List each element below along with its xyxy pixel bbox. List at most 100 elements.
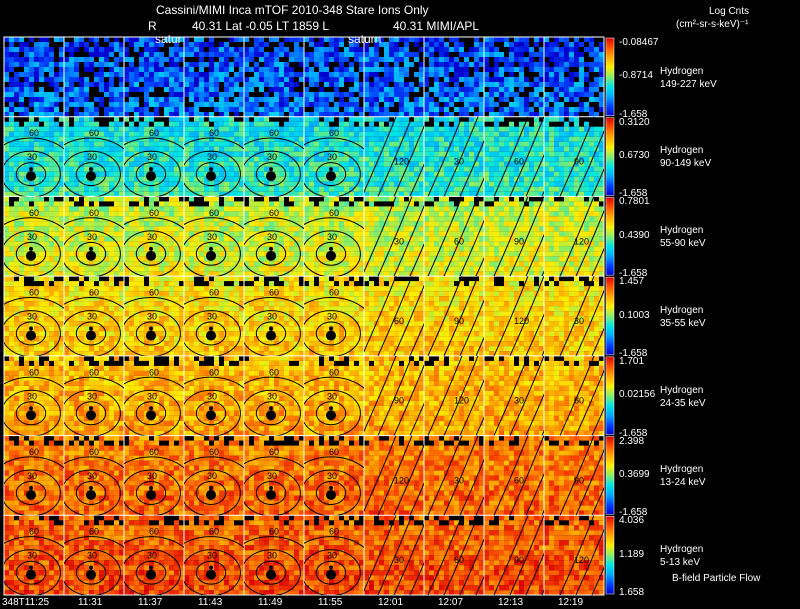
- panel-r4-c0: [4, 355, 64, 436]
- colorbar-mid-label: -0.8714: [619, 70, 653, 82]
- contours-r5-c7: 30: [427, 435, 484, 516]
- saturn-marker: [86, 250, 96, 261]
- panel-r4-c4: [244, 355, 304, 436]
- panel-r3-c1: [64, 276, 124, 357]
- panel-r3-c2: [124, 276, 184, 357]
- contour-label: 30: [87, 312, 97, 322]
- contours-r5-c9: 90: [559, 435, 604, 516]
- panel-r1-c7: [424, 116, 484, 197]
- colorbar-6: [606, 516, 614, 594]
- contour-label: 60: [269, 128, 279, 138]
- contour-label: 30: [147, 391, 157, 401]
- contour-label: 30: [514, 396, 524, 406]
- contour-label: 30: [87, 391, 97, 401]
- time-tick-label: 348T11:25: [2, 597, 50, 608]
- saturn-marker: [26, 250, 36, 261]
- contour-label: 90: [514, 236, 524, 246]
- contour-label: 60: [29, 527, 39, 537]
- contours-r4-c7: 120: [427, 355, 484, 436]
- panel-r6-c6: [364, 515, 424, 596]
- contour-label: 120: [574, 236, 589, 246]
- contours-r4-c6: 90: [364, 355, 424, 436]
- contour-label: 60: [574, 396, 584, 406]
- contours-r5-c3: 30 60: [184, 447, 244, 516]
- colorbar-min-label: -1.658: [619, 427, 648, 439]
- contour-label: 30: [327, 551, 337, 561]
- band-species-label: Hydrogen: [660, 145, 704, 157]
- contour-label: 60: [149, 288, 159, 298]
- contours-r2-c2: 30 60: [124, 208, 184, 277]
- contours-r3-c5: 30 60: [304, 288, 364, 356]
- flow-label: B-field Particle Flow: [672, 573, 761, 584]
- contours-r2-c3: 30 60: [184, 208, 244, 277]
- panel-r5-c8: [484, 435, 544, 516]
- time-tick-label: 11:49: [258, 597, 283, 608]
- contour-label: 60: [209, 288, 219, 298]
- band-energy-label: 90-149 keV: [660, 158, 712, 170]
- plot-frame: [3, 36, 605, 596]
- colorbar-1: [606, 117, 614, 196]
- contour-label: 30: [327, 152, 337, 162]
- contours-r3-c1: 30 60: [64, 288, 124, 356]
- contours-r6-c6: 30: [364, 515, 424, 595]
- contours-r5-c0: 30 60: [4, 447, 64, 516]
- contour-label: 90: [574, 157, 584, 167]
- contour-label: 30: [27, 232, 37, 242]
- contours-r1-c1: 30 60: [64, 128, 124, 197]
- contour-label: 60: [29, 128, 39, 138]
- panel-r1-c0: [4, 116, 64, 197]
- contours-r2-c5: 30 60: [304, 208, 364, 277]
- contour-label: 30: [267, 551, 277, 561]
- saturn-marker: [266, 330, 276, 341]
- contours-r3-c8: 120: [493, 276, 544, 356]
- contours-r1-c8: 60: [493, 116, 544, 197]
- contour-label: 30: [27, 391, 37, 401]
- contours-r6-c4: 30 60: [244, 527, 304, 595]
- contours-r4-c9: 60: [559, 355, 604, 436]
- contours-r2-c0: 30 60: [4, 208, 64, 277]
- contours-r1-c3: 30 60: [184, 128, 244, 197]
- saturn-marker: [146, 569, 156, 580]
- contour-label: 60: [329, 288, 339, 298]
- saturn-marker: [326, 330, 336, 341]
- time-tick-label: 12:19: [558, 597, 584, 608]
- panel-r0-c3: [184, 37, 244, 117]
- contour-label: 30: [327, 471, 337, 481]
- chart-title: Cassini/MIMI Inca mTOF 2010-348 Stare Io…: [156, 3, 429, 17]
- panel-r0-c0: [4, 37, 64, 117]
- panel-r1-c4: [244, 116, 304, 197]
- colorbar-mid-label: 1.189: [619, 548, 645, 560]
- colorbar-layer: [605, 37, 615, 595]
- saturn-label-2: saturn: [348, 32, 382, 46]
- contour-label: 30: [27, 152, 37, 162]
- contours-r3-c2: 30 60: [124, 288, 184, 356]
- panel-r2-c6: [364, 196, 424, 277]
- contour-label: 60: [29, 447, 39, 457]
- colorbar-mid-label: 0.1003: [619, 309, 650, 321]
- colorbar-max-label: -0.08467: [619, 37, 659, 48]
- time-tick-label: 12:07: [438, 597, 464, 608]
- contour-label: 60: [209, 447, 219, 457]
- contour-label: 60: [149, 208, 159, 218]
- contours-r2-c8: 90: [493, 196, 544, 277]
- saturn-marker: [146, 330, 156, 341]
- contour-label: 30: [87, 551, 97, 561]
- colorbar-max-label: 2.398: [619, 435, 645, 447]
- band-energy-label: 149-227 keV: [660, 78, 717, 90]
- contour-label: 60: [454, 555, 464, 565]
- contour-label: 30: [207, 391, 217, 401]
- contour-label: 60: [29, 288, 39, 298]
- panel-r0-c4: [244, 37, 304, 117]
- saturn-marker: [26, 171, 36, 182]
- contour-label: 60: [29, 367, 39, 377]
- colorbar-3: [606, 277, 614, 355]
- panel-r0-c7: [424, 37, 484, 117]
- band-energy-label: 13-24 keV: [660, 477, 706, 489]
- panel-r2-c9: [544, 196, 604, 277]
- contour-label: 60: [329, 527, 339, 537]
- contour-label: 120: [454, 396, 469, 406]
- contour-label: 60: [329, 447, 339, 457]
- band-species-label: Hydrogen: [660, 304, 704, 316]
- contour-label: 60: [89, 288, 99, 298]
- contour-label: 30: [207, 312, 217, 322]
